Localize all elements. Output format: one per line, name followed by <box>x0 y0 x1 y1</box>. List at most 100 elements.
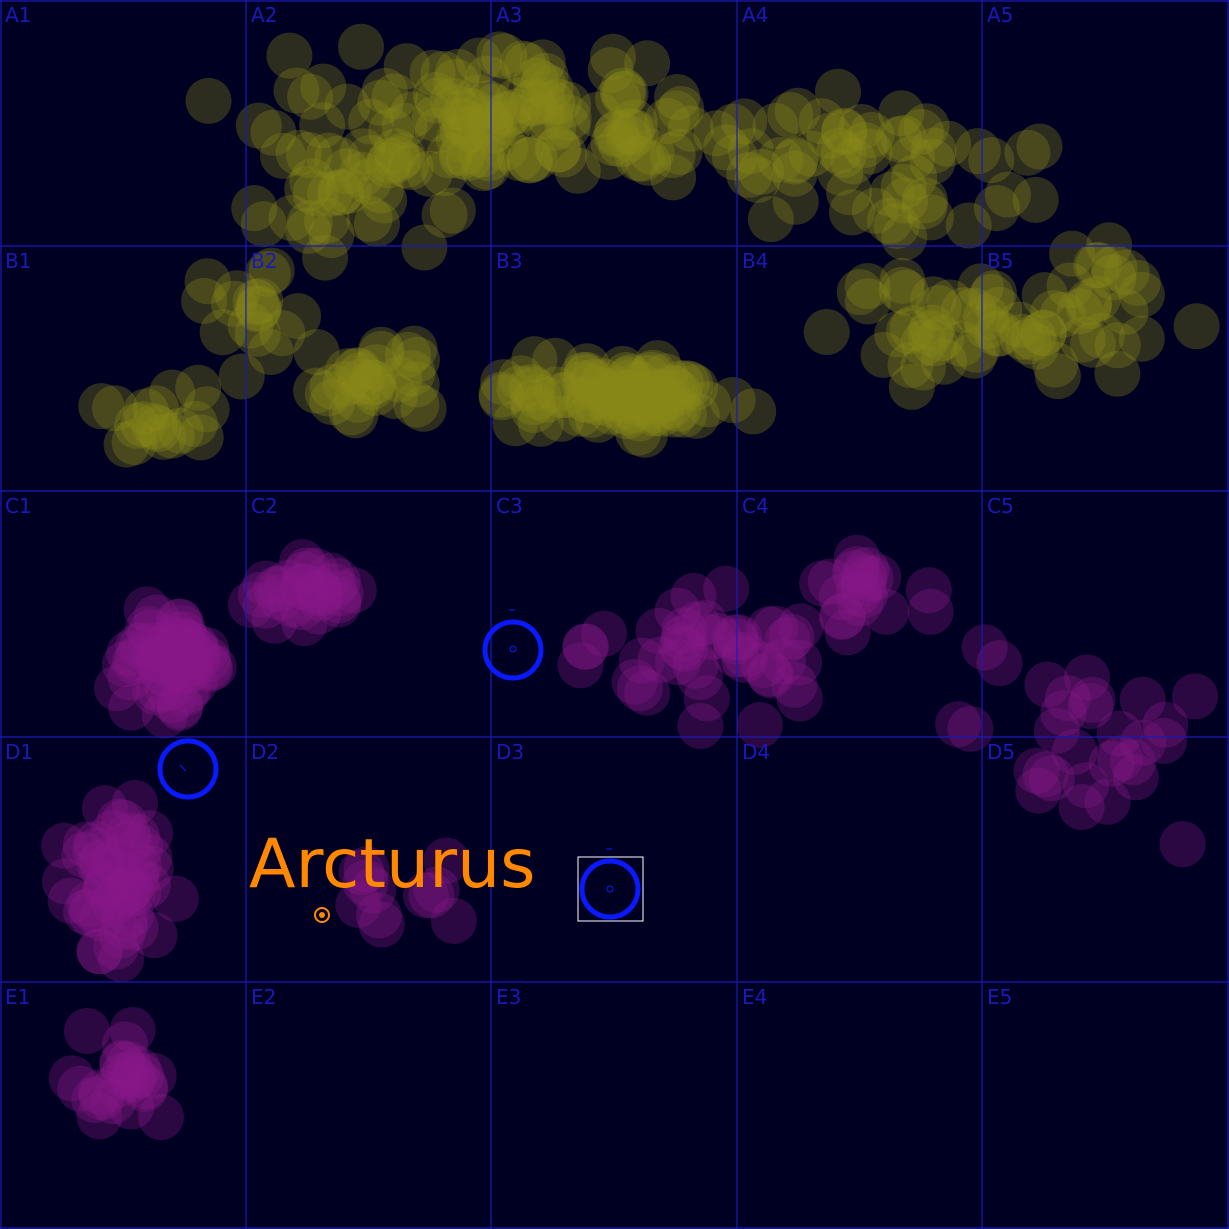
background-star <box>471 106 518 153</box>
background-star <box>124 862 171 908</box>
grid-label-b4: B4 <box>742 249 768 273</box>
background-star <box>533 366 580 413</box>
background-star <box>961 624 1008 671</box>
background-star <box>349 359 396 406</box>
star-core <box>319 912 325 918</box>
background-star <box>107 866 154 913</box>
background-star <box>616 361 663 407</box>
background-star <box>746 650 793 697</box>
background-star <box>304 370 351 417</box>
background-star <box>268 195 315 241</box>
background-star <box>629 383 676 430</box>
background-star <box>496 135 543 182</box>
background-star <box>968 137 1015 184</box>
star-marker-icon <box>314 907 330 923</box>
background-star <box>48 1055 95 1102</box>
grid-label-d2: D2 <box>251 740 279 764</box>
background-star <box>600 375 647 422</box>
background-star <box>70 886 117 932</box>
background-star <box>888 135 935 182</box>
background-star <box>529 80 576 127</box>
background-star <box>816 127 863 174</box>
background-star <box>295 588 342 635</box>
background-star <box>557 642 604 689</box>
background-star <box>518 94 565 141</box>
background-star <box>309 379 356 426</box>
background-star <box>142 692 188 739</box>
background-star <box>851 187 898 234</box>
background-star <box>275 129 322 176</box>
background-star <box>348 98 395 145</box>
background-star <box>335 347 382 394</box>
background-star <box>1013 747 1060 794</box>
arcturus-star[interactable]: Arcturus <box>249 825 536 923</box>
background-star <box>494 77 541 124</box>
background-star <box>752 605 799 652</box>
background-star <box>41 822 88 869</box>
background-star <box>171 659 218 706</box>
ring-outline <box>157 738 219 800</box>
background-star <box>1005 318 1052 365</box>
background-star <box>996 301 1043 348</box>
background-star <box>1142 701 1189 748</box>
background-star <box>167 646 213 693</box>
background-star <box>510 79 557 125</box>
target-ring-d1[interactable] <box>157 738 219 800</box>
background-star <box>103 868 150 915</box>
background-star <box>338 23 384 70</box>
background-star <box>133 625 180 672</box>
background-star <box>305 132 352 179</box>
background-star <box>148 412 195 459</box>
background-star <box>713 631 759 678</box>
background-star <box>902 177 948 224</box>
background-star <box>121 1066 168 1112</box>
background-star <box>281 600 328 646</box>
background-star <box>881 214 928 261</box>
background-star <box>798 98 845 145</box>
background-star <box>1091 244 1138 291</box>
background-star <box>624 669 671 716</box>
selected-target-ring-d3[interactable] <box>577 848 644 922</box>
background-star <box>379 132 425 179</box>
background-star <box>615 135 662 182</box>
background-star <box>710 103 756 150</box>
target-ring-c3[interactable] <box>482 609 544 681</box>
background-star <box>153 634 200 680</box>
background-star <box>95 874 142 921</box>
background-star <box>373 128 420 175</box>
background-star <box>156 630 203 677</box>
background-star <box>656 128 703 175</box>
background-star <box>882 177 929 224</box>
background-star <box>460 145 507 192</box>
background-star <box>545 81 592 128</box>
background-star <box>464 143 511 190</box>
background-star <box>599 67 646 114</box>
grid-label-e3: E3 <box>496 985 521 1009</box>
background-star <box>846 128 893 175</box>
background-star <box>1056 288 1103 335</box>
background-star <box>771 661 818 708</box>
background-star <box>1090 254 1137 301</box>
background-star <box>294 565 341 612</box>
background-star <box>777 603 824 650</box>
background-star <box>323 148 370 195</box>
background-star <box>562 623 609 670</box>
background-star <box>843 547 890 593</box>
ring-center-mark <box>179 764 187 772</box>
background-star <box>292 547 339 594</box>
background-star <box>973 185 1020 232</box>
background-star <box>162 670 209 717</box>
background-star <box>465 99 512 146</box>
background-star <box>279 539 326 586</box>
background-star <box>314 135 361 182</box>
background-star <box>316 169 363 216</box>
background-star <box>242 582 289 629</box>
background-star <box>154 611 200 658</box>
background-star <box>78 1069 125 1116</box>
background-star <box>953 326 1000 373</box>
background-star <box>964 303 1011 350</box>
background-star <box>81 785 128 832</box>
background-star <box>338 151 385 198</box>
background-star <box>492 400 539 447</box>
